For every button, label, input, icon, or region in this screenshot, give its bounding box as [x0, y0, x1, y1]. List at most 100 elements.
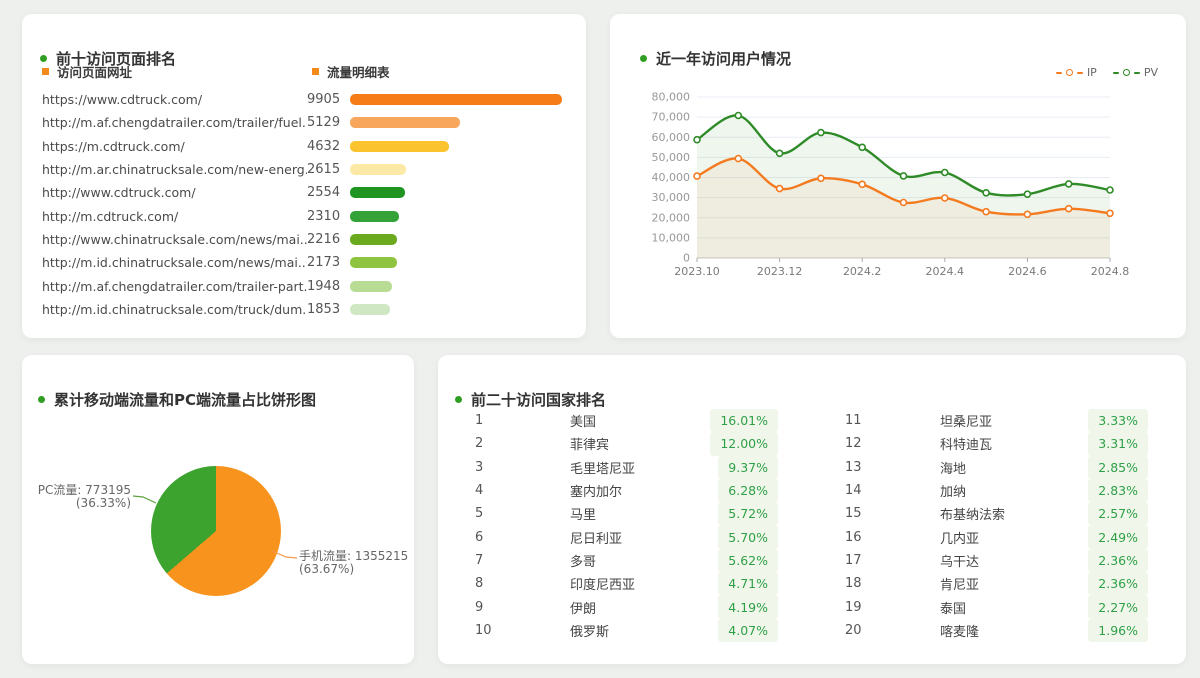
country-rank-number: 19: [845, 599, 862, 615]
country-rank-number: 1: [475, 413, 484, 429]
flow-bar: [350, 117, 460, 129]
country-rank-row: 18 肯尼亚 2.36%: [845, 572, 1148, 596]
visit-count-label: 2615: [307, 162, 341, 178]
country-name: 塞内加尔: [570, 485, 623, 501]
country-rank-number: 16: [845, 529, 862, 545]
country-rank-number: 5: [475, 506, 484, 522]
mobile-leader-line: [271, 550, 298, 559]
page-rank-row: http://m.af.chengdatrailer.com/trailer-p…: [42, 274, 566, 297]
visit-count-label: 9905: [307, 92, 341, 108]
flow-bar: [350, 187, 405, 199]
pv-data-point: [899, 172, 908, 180]
ip-data-point: [775, 184, 784, 193]
flow-bar: [350, 210, 400, 222]
panel-top-pages: 前十访问页面排名 访问页面网址 流量明细表 https://www.cdtruc…: [22, 14, 586, 338]
country-percent-badge: 4.19%: [718, 595, 778, 619]
country-name: 科特迪瓦: [940, 438, 993, 454]
country-rank-row: 4 塞内加尔 6.28%: [475, 478, 778, 503]
panel-title-text: 累计移动端流量和PC端流量占比饼形图: [54, 391, 317, 409]
page-url-label: http://m.id.chinatrucksale.com/truck/dum…: [42, 301, 307, 317]
legend-line-icon: [1076, 71, 1083, 74]
page-url-label: http://m.af.chengdatrailer.com/trailer-p…: [42, 278, 307, 294]
y-axis-tick-label: 40,000: [652, 171, 691, 184]
country-percent-badge: 3.31%: [1088, 432, 1148, 456]
line-legend: IP PV: [1055, 66, 1158, 79]
country-percent-badge: 9.37%: [718, 455, 778, 479]
country-rank-row: 17 乌干达 2.36%: [845, 548, 1148, 573]
pv-data-point: [982, 189, 990, 197]
ip-data-point: [1106, 209, 1114, 218]
y-axis-tick-label: 60,000: [652, 131, 691, 144]
flow-bar: [350, 257, 397, 269]
country-name: 加纳: [940, 485, 967, 501]
country-rank-number: 6: [475, 529, 484, 545]
pv-data-point: [940, 168, 949, 177]
country-name: 菲律宾: [570, 438, 610, 454]
country-rank-number: 12: [845, 436, 862, 452]
country-rank-number: 2: [475, 436, 484, 452]
country-name: 尼日利亚: [570, 531, 623, 547]
page-rank-row: http://m.cdtruck.com/2310: [42, 204, 566, 227]
panel-title-text: 近一年访问用户情况: [656, 50, 792, 68]
country-rank-row: 10 俄罗斯 4.07%: [475, 618, 778, 642]
page-rank-row: http://m.ar.chinatrucksale.com/new-energ…: [42, 158, 566, 181]
panel-pie-title: 累计移动端流量和PC端流量占比饼形图: [38, 389, 316, 410]
page-url-label: https://m.cdtruck.com/: [42, 138, 185, 154]
country-name: 喀麦隆: [940, 624, 980, 640]
y-axis-tick-label: 10,000: [652, 231, 691, 244]
country-name: 美国: [570, 415, 597, 431]
country-rank-number: 3: [475, 459, 484, 475]
country-percent-badge: 12.00%: [710, 432, 778, 456]
flow-bar: [350, 140, 450, 152]
country-name: 印度尼西亚: [570, 578, 636, 594]
country-rank-row: 14 加纳 2.83%: [845, 478, 1148, 503]
panel-title-text: 前二十访问国家排名: [471, 391, 607, 409]
country-name: 伊朗: [570, 601, 597, 617]
legend-item-ip[interactable]: IP: [1055, 66, 1097, 79]
country-rank-row: 7 多哥 5.62%: [475, 548, 778, 573]
ip-data-point: [1023, 210, 1032, 219]
page-rank-row: http://m.af.chengdatrailer.com/trailer/f…: [42, 111, 566, 134]
column-header-url: 访问页面网址: [42, 62, 132, 81]
country-percent-badge: 1.96%: [1088, 618, 1148, 642]
pv-data-point: [775, 149, 784, 158]
country-rank-number: 7: [475, 552, 484, 568]
flow-bar: [350, 303, 390, 315]
ip-data-point: [693, 172, 701, 180]
page-url-label: http://m.id.chinatrucksale.com/news/mai.…: [42, 255, 307, 271]
visit-count-label: 2216: [307, 231, 341, 247]
country-percent-badge: 3.33%: [1088, 409, 1148, 433]
x-axis-tick-label: 2024.6: [1008, 265, 1047, 278]
page-url-label: http://m.af.chengdatrailer.com/trailer/f…: [42, 115, 307, 131]
country-name: 多哥: [570, 554, 597, 570]
country-percent-badge: 16.01%: [710, 409, 778, 433]
x-axis-tick-label: 2023.10: [674, 265, 720, 278]
ip-data-point: [899, 198, 908, 207]
country-rank-number: 20: [845, 622, 862, 638]
country-rank-number: 13: [845, 459, 862, 475]
country-rank-row: 19 泰国 2.27%: [845, 595, 1148, 619]
panel-yearly-visits: 近一年访问用户情况 IP PV 0 10,000 20,000 30,000 40,00…: [610, 14, 1186, 338]
x-axis-tick-label: 2024.4: [926, 265, 965, 278]
panel-title-text: 前十访问页面排名: [56, 50, 177, 68]
country-percent-badge: 2.83%: [1088, 478, 1148, 503]
country-percent-badge: 5.62%: [718, 548, 778, 573]
legend-circle-icon: [1122, 69, 1130, 76]
legend-item-pv[interactable]: PV: [1112, 66, 1158, 79]
legend-label: PV: [1143, 66, 1158, 79]
pv-data-point: [734, 111, 743, 120]
visit-count-label: 1948: [307, 278, 341, 294]
panel-countries-title: 前二十访问国家排名: [455, 389, 606, 410]
legend-line-icon: [1055, 71, 1062, 74]
pv-data-point: [693, 135, 701, 144]
orange-square-icon: [42, 68, 49, 75]
country-rank-row: 3 毛里塔尼亚 9.37%: [475, 455, 778, 479]
green-dot-icon: [40, 55, 47, 62]
country-rank-column-left: 1 美国 16.01% 2 菲律宾 12.00% 3 毛里塔尼亚 9.37% 4 塞内加尔 6.28%…: [475, 409, 778, 642]
pc-slice-value: PC流量: 773195: [37, 483, 131, 497]
pie-leader-lines: [132, 495, 298, 559]
pc-slice-percent: (36.33%): [75, 496, 131, 510]
visit-count-label: 5129: [307, 115, 341, 131]
page-url-label: http://m.cdtruck.com/: [42, 208, 179, 224]
pc-leader-line: [132, 495, 157, 504]
